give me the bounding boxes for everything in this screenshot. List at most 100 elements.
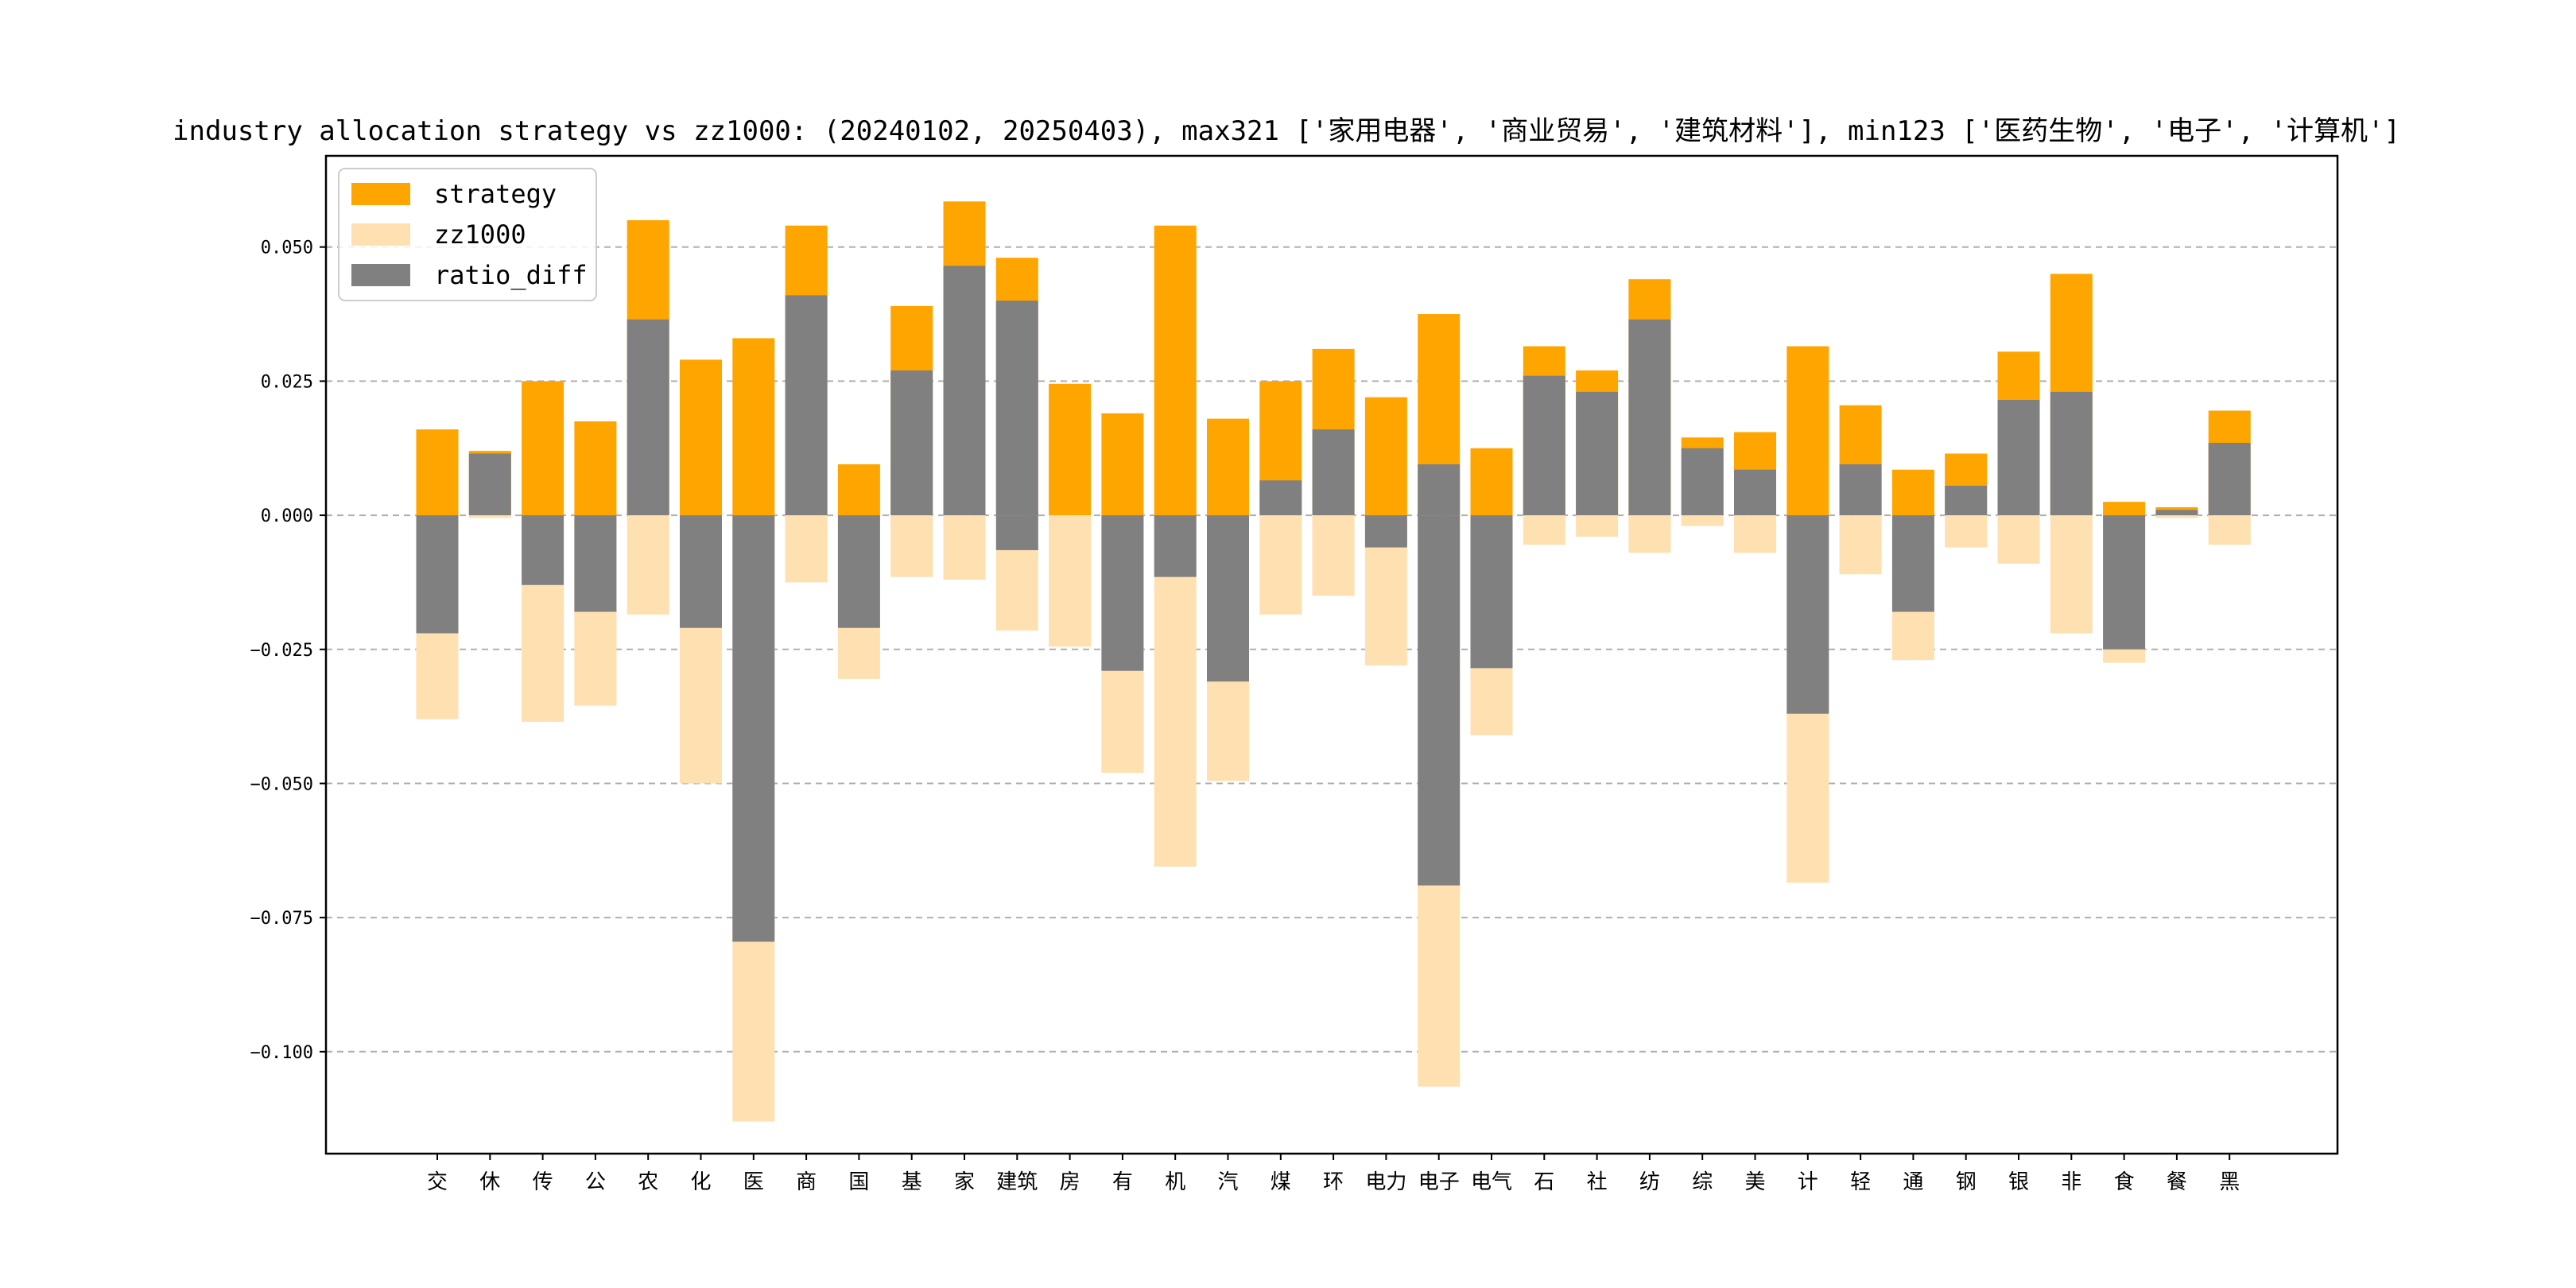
bar-zz1000 xyxy=(1049,515,1092,647)
bar-zz1000 xyxy=(1312,515,1355,596)
plot-frame xyxy=(324,154,2339,1155)
y-tick-label: −0.100 xyxy=(250,1043,313,1063)
bar-ratio_diff xyxy=(522,515,564,585)
legend-swatch-zz1000 xyxy=(351,223,410,246)
x-tick-label: 基 xyxy=(902,1170,922,1194)
bar-ratio_diff xyxy=(2155,510,2198,516)
x-tick-label: 农 xyxy=(638,1170,658,1194)
x-tick-label: 公 xyxy=(585,1170,606,1194)
bar-ratio_diff xyxy=(680,515,722,628)
x-tick-label: 商 xyxy=(796,1170,817,1194)
legend-label-zz1000: zz1000 xyxy=(434,219,526,250)
y-tick-label: −0.025 xyxy=(250,641,313,661)
bar-ratio_diff xyxy=(1101,515,1144,671)
bar-zz1000 xyxy=(627,515,669,615)
bar-ratio_diff xyxy=(468,453,511,516)
bar-zz1000 xyxy=(1576,515,1619,537)
bar-ratio_diff xyxy=(2208,442,2251,516)
bar-zz1000 xyxy=(2050,515,2093,634)
x-tick-label: 医 xyxy=(743,1170,764,1194)
legend: strategy zz1000 ratio_diff xyxy=(338,168,597,301)
y-tick-label: −0.075 xyxy=(250,909,313,929)
bar-ratio_diff xyxy=(837,515,880,628)
chart-title: industry allocation strategy vs zz1000: … xyxy=(173,115,2400,147)
legend-swatch-strategy xyxy=(351,183,410,205)
x-tick-label: 纺 xyxy=(1639,1170,1660,1194)
bar-ratio_diff xyxy=(995,301,1038,516)
x-tick-label: 交 xyxy=(427,1170,448,1194)
bar-ratio_diff xyxy=(1576,391,1619,516)
bar-strategy xyxy=(574,421,617,516)
x-tick-label: 通 xyxy=(1903,1170,1923,1194)
bar-ratio_diff xyxy=(574,515,617,612)
bar-ratio_diff xyxy=(1312,429,1355,516)
bar-ratio_diff xyxy=(995,515,1038,550)
bar-ratio_diff xyxy=(785,295,828,516)
x-tick-label: 食 xyxy=(2114,1170,2135,1194)
bar-ratio_diff xyxy=(2103,515,2146,650)
x-tick-label: 餐 xyxy=(2167,1170,2187,1194)
bar-ratio_diff xyxy=(1787,515,1829,714)
bar-ratio_diff xyxy=(2050,391,2093,516)
x-tick-label: 煤 xyxy=(1271,1170,1291,1194)
bar-ratio_diff xyxy=(1839,464,1882,516)
x-tick-label: 建筑 xyxy=(996,1170,1038,1194)
bar-strategy xyxy=(1049,383,1092,516)
bar-ratio_diff xyxy=(1734,469,1776,516)
bar-ratio_diff xyxy=(1681,448,1724,516)
x-tick-label: 休 xyxy=(479,1170,500,1194)
bar-ratio_diff xyxy=(1997,400,2040,516)
bar-ratio_diff xyxy=(1418,464,1461,516)
x-tick-label: 轻 xyxy=(1850,1170,1871,1194)
x-tick-label: 钢 xyxy=(1956,1170,1977,1194)
bar-ratio_diff xyxy=(1945,485,1988,516)
bar-ratio_diff xyxy=(627,319,669,516)
bar-strategy xyxy=(732,338,775,516)
bar-strategy xyxy=(1470,448,1513,516)
bar-strategy xyxy=(1891,469,1934,516)
bar-strategy xyxy=(1154,225,1197,516)
bar-ratio_diff xyxy=(1207,515,1249,682)
x-tick-label: 房 xyxy=(1060,1170,1080,1194)
x-tick-label: 美 xyxy=(1744,1170,1765,1194)
y-axis: 0.050 0.025 0.000 −0.025 −0.050 −0.075 −0.100 xyxy=(250,239,326,1063)
x-tick-label: 家 xyxy=(954,1170,975,1194)
x-tick-label: 石 xyxy=(1534,1170,1554,1194)
bar-ratio_diff xyxy=(1628,319,1671,516)
legend-label-ratio_diff: ratio_diff xyxy=(434,260,588,290)
bar-zz1000 xyxy=(1839,515,1882,575)
bar-ratio_diff xyxy=(1891,515,1934,612)
x-tick-label: 黑 xyxy=(2219,1170,2240,1194)
bar-zz1000 xyxy=(2208,515,2251,545)
x-tick-label: 汽 xyxy=(1217,1170,1238,1194)
x-tick-label: 化 xyxy=(690,1170,711,1194)
bar-zz1000 xyxy=(468,515,511,518)
x-tick-label: 银 xyxy=(2008,1170,2029,1194)
bar-zz1000 xyxy=(2155,515,2198,518)
y-tick-label: 0.025 xyxy=(261,372,313,392)
bar-strategy xyxy=(522,381,564,516)
bar-zz1000 xyxy=(1734,515,1776,553)
x-tick-label: 计 xyxy=(1798,1170,1818,1194)
bar-zz1000 xyxy=(1681,515,1724,526)
x-tick-label: 传 xyxy=(533,1170,553,1194)
bar-zz1000 xyxy=(890,515,933,577)
bar-strategy xyxy=(2103,502,2146,516)
x-tick-label: 国 xyxy=(848,1170,869,1194)
legend-swatch-ratio_diff xyxy=(351,264,410,286)
bar-strategy xyxy=(1207,418,1249,516)
x-tick-label: 环 xyxy=(1323,1170,1344,1194)
x-axis: 交 休 传 公 农 化 医 商 国 基 家建筑房 有 机 汽 煤 环电力 电子 电气石 社 纺 综 美 计 轻 通 钢 银 非 食 餐 黑 xyxy=(427,1154,2240,1194)
bars xyxy=(416,201,2251,1122)
bar-strategy xyxy=(1364,397,1407,516)
bar-strategy xyxy=(416,429,459,516)
y-tick-label: 0.000 xyxy=(261,506,313,526)
bar-ratio_diff xyxy=(416,515,459,634)
x-tick-label: 有 xyxy=(1112,1170,1133,1194)
bar-zz1000 xyxy=(785,515,828,532)
x-tick-label: 电气 xyxy=(1471,1170,1512,1194)
bar-zz1000 xyxy=(1628,515,1671,534)
bar-ratio_diff xyxy=(1470,515,1513,669)
bar-ratio_diff xyxy=(1259,480,1302,516)
